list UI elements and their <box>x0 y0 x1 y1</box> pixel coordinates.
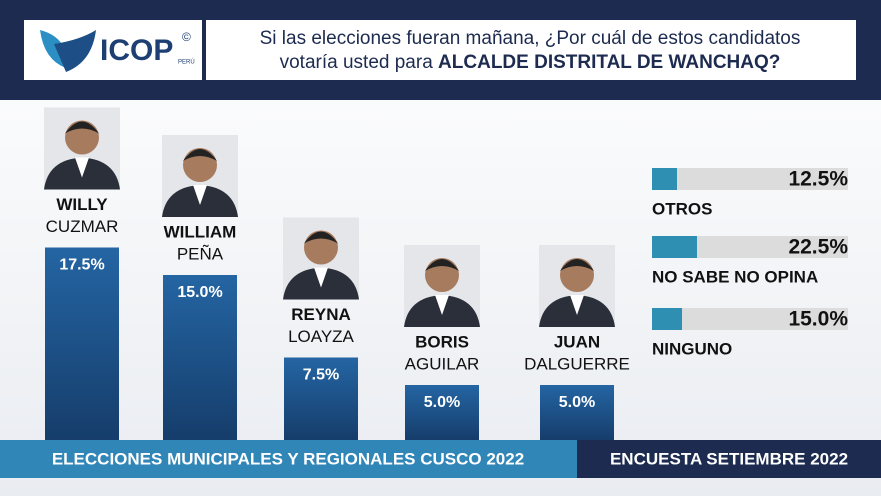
logo-leaf <box>40 30 67 68</box>
candidate-last-name: PEÑA <box>177 244 224 263</box>
photo-shirt <box>75 157 89 178</box>
photo-shirt <box>193 185 207 205</box>
photo-shirt <box>570 295 584 315</box>
question: Si las elecciones fueran mañana, ¿Por cu… <box>260 28 801 49</box>
bar-track <box>652 308 848 330</box>
question-emphasis: ALCALDE DISTRITAL DE WANCHAQ? <box>438 52 780 73</box>
value-label: 7.5% <box>303 367 339 384</box>
photo-hair <box>65 121 99 134</box>
candidate-first-name: BORIS <box>415 332 469 351</box>
value-label: 22.5% <box>788 236 848 259</box>
candidate-first-name: JUAN <box>554 332 600 351</box>
photo-hair <box>560 259 594 271</box>
candidate-last-name: AGUILAR <box>405 354 480 373</box>
category-label: NO SABE NO OPINA <box>652 267 818 286</box>
bar <box>284 357 358 440</box>
question: votaría usted para ALCALDE DISTRITAL DE … <box>280 52 781 73</box>
logo-sub: PERÚ <box>178 59 195 66</box>
candidate-first-name: WILLY <box>56 195 108 214</box>
bar <box>45 247 119 440</box>
question-text: votaría usted para <box>280 52 434 73</box>
value-label: 17.5% <box>59 257 104 274</box>
value-label: 5.0% <box>424 394 460 411</box>
category-label: OTROS <box>652 199 712 218</box>
footer-text: ENCUESTA SETIEMBRE 2022 <box>610 449 848 468</box>
bar-track <box>652 236 848 258</box>
candidate-last-name: CUZMAR <box>46 217 119 236</box>
bar <box>652 236 697 258</box>
footer-left <box>0 440 577 478</box>
category-label: NINGUNO <box>652 339 732 358</box>
photo-shirt <box>314 267 328 288</box>
question-box <box>206 20 856 80</box>
bar <box>652 168 677 190</box>
bar <box>163 275 237 440</box>
logo-leaf <box>54 30 96 72</box>
bar <box>540 385 614 440</box>
footer-text: ELECCIONES MUNICIPALES Y REGIONALES CUSC… <box>52 449 524 468</box>
value-label: 15.0% <box>177 284 222 301</box>
candidate-last-name: DALGUERRE <box>524 354 630 373</box>
value-label: 5.0% <box>559 394 595 411</box>
photo-hair <box>304 231 338 244</box>
footer-right <box>577 440 881 478</box>
value-label: 15.0% <box>788 308 848 331</box>
candidate-first-name: WILLIAM <box>164 222 237 241</box>
candidate-last-name: LOAYZA <box>288 327 354 346</box>
photo-hair <box>425 259 459 271</box>
logo-mark: © <box>182 30 191 44</box>
photo-hair <box>183 149 217 161</box>
logo-text: ICOP <box>100 34 173 67</box>
candidate-first-name: REYNA <box>291 305 351 324</box>
bar <box>405 385 479 440</box>
bar <box>652 308 682 330</box>
bar-track <box>652 168 848 190</box>
photo-shirt <box>435 295 449 315</box>
value-label: 12.5% <box>788 168 848 191</box>
